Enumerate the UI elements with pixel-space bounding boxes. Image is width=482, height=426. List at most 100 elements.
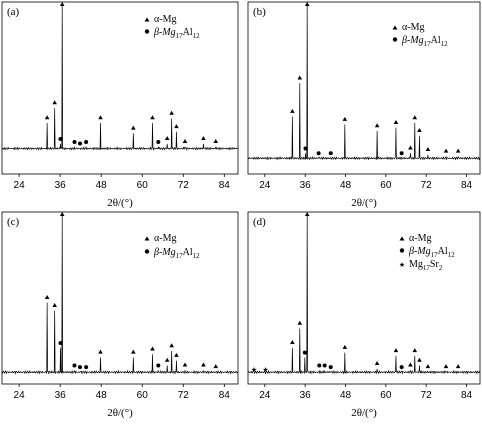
panel-d-alpha-mg-marker (408, 362, 413, 367)
panel-b-xrd-trace (247, 3, 481, 161)
panel-d-x-tick-label: 84 (461, 390, 473, 401)
panel-a-x-tick-label: 72 (178, 180, 190, 191)
panel-c-beta-phase-marker (72, 363, 77, 368)
legend-alpha-marker (399, 236, 405, 241)
panel-a-legend: α-Mg β-Mg17Al12 (144, 14, 200, 40)
panel-c-alpha-mg-marker (52, 302, 57, 307)
panel-b-alpha-mg-marker (408, 145, 413, 150)
panel-a-xrd-trace (1, 3, 238, 151)
panel-b-alpha-mg-marker (297, 75, 303, 80)
panel-d-alpha-mg-marker (412, 348, 418, 353)
panel-c-alpha-mg-marker (98, 349, 103, 354)
panel-c-frame (1, 211, 239, 385)
legend-alpha-marker (144, 17, 150, 22)
panel-a-x-axis-label: 2θ/(°) (107, 197, 133, 209)
panel-b-legend: α-Mg β-Mg17Al12 (392, 22, 448, 48)
panel-d-alpha-mg-marker (443, 364, 449, 369)
panel-d-alpha-mg-marker (425, 364, 431, 369)
legend-beta-label: β-Mg17Al12 (153, 27, 200, 40)
legend-beta-label: β-Mg17Al12 (401, 35, 448, 48)
panel-a-beta-phase-marker (72, 140, 77, 145)
panel-b-beta-phase-marker (303, 146, 308, 151)
panel-a-alpha-mg-marker (131, 125, 136, 130)
panel-a-x-tick-label: 84 (219, 180, 231, 191)
panel-c-x-tick-label: 36 (55, 390, 67, 401)
panel-d-legend: α-Mg β-Mg17Al12 ★ Mg17Sr2 (399, 233, 455, 272)
panel-b-x-tick-label: 48 (340, 180, 352, 191)
panel-c-alpha-mg-marker (182, 362, 188, 367)
panel-d-label: (d) (253, 216, 266, 228)
panel-b-x-tick-label: 60 (380, 180, 392, 191)
panel-c: (c) α-Mg β-Mg17Al12 24 36 48 60 72 84 (1, 211, 239, 401)
legend-sr-marker: ★ (399, 261, 405, 269)
panel-d-xrd-trace (247, 215, 481, 375)
panel-b-x-tick-label: 24 (259, 180, 271, 191)
panel-a-alpha-mg-marker (52, 100, 57, 105)
panel-a-alpha-mg-marker (169, 110, 174, 115)
panel-c-beta-phase-marker (58, 341, 63, 346)
panel-a: (a) α-Mg β-Mg17Al12 24 36 48 60 72 84 (1, 1, 239, 191)
legend-beta-marker (144, 249, 150, 254)
panel-c-alpha-mg-marker (213, 364, 219, 369)
panel-b-x-axis-label: 2θ/(°) (351, 197, 377, 209)
panel-a-alpha-mg-marker (59, 2, 65, 6)
panel-b-x-tick-label: 84 (461, 180, 473, 191)
panel-a-x-tick-label: 24 (14, 180, 26, 191)
panel-b-alpha-mg-marker (374, 123, 380, 128)
panel-a-alpha-mg-marker (201, 136, 206, 141)
panel-b-label: (b) (253, 6, 266, 18)
panel-a-alpha-mg-marker (164, 136, 170, 141)
panel-b: (b) α-Mg β-Mg17Al12 24 36 48 60 72 84 (247, 1, 481, 191)
panel-a-alpha-mg-marker (98, 115, 103, 120)
panel-b-beta-phase-marker (328, 151, 333, 156)
legend-beta-marker (399, 248, 405, 253)
panel-b-x-tick-label: 36 (300, 180, 312, 191)
panel-b-alpha-mg-marker (417, 127, 422, 132)
legend-beta-label: β-Mg17Al12 (408, 246, 455, 259)
panel-c-alpha-mg-marker (59, 212, 65, 216)
panel-c-x-tick-label: 84 (219, 390, 231, 401)
panel-d-alpha-mg-marker (297, 320, 303, 325)
panel-a-beta-phase-marker (156, 140, 161, 145)
panel-b-beta-phase-marker (316, 151, 321, 156)
legend-alpha-marker (392, 25, 398, 30)
panel-c-x-tick-label: 60 (137, 390, 149, 401)
legend-beta-marker (392, 37, 398, 42)
panel-c-beta-phase-marker (156, 363, 161, 368)
panel-a-alpha-mg-marker (182, 139, 188, 144)
panel-c-alpha-mg-marker (169, 343, 174, 348)
panel-a-alpha-mg-marker (150, 115, 155, 120)
panel-b-alpha-mg-marker (425, 147, 431, 152)
panel-d-alpha-mg-marker (290, 340, 295, 345)
legend-beta-label: β-Mg17Al12 (153, 247, 200, 260)
panel-a-alpha-mg-marker (213, 139, 219, 144)
panel-c-xrd-trace (1, 215, 239, 375)
panel-c-beta-phase-marker (77, 365, 82, 370)
panel-c-beta-phase-marker (84, 365, 89, 370)
legend-alpha-label: α-Mg (409, 233, 431, 244)
panel-b-alpha-mg-marker (443, 148, 449, 153)
panel-a-beta-phase-marker (58, 137, 63, 142)
panel-d-x-tick-label: 60 (380, 390, 392, 401)
legend-alpha-label: α-Mg (154, 233, 176, 244)
panel-d-beta-phase-marker (317, 363, 322, 368)
panel-a-frame (1, 1, 239, 175)
panel-a-beta-phase-marker (77, 141, 82, 146)
panel-d-x-tick-label: 24 (259, 390, 271, 401)
panel-d-beta-phase-marker (399, 365, 404, 370)
panel-d-mg17sr2-marker: ★ (262, 366, 268, 374)
panel-d-x-tick-label: 36 (300, 390, 312, 401)
panel-c-x-tick-label: 24 (14, 390, 26, 401)
panel-c-alpha-mg-marker (164, 357, 170, 362)
legend-beta-marker (144, 29, 150, 34)
panel-d-alpha-mg-marker (455, 364, 461, 369)
panel-b-alpha-mg-marker (393, 120, 399, 125)
panel-b-x-tick-label: 72 (421, 180, 433, 191)
panel-a-x-tick-label: 60 (137, 180, 149, 191)
panel-d-x-tick-label: 48 (340, 390, 352, 401)
panel-d-frame (247, 211, 481, 385)
panel-a-alpha-mg-marker (44, 115, 50, 120)
panel-b-alpha-mg-marker (342, 116, 348, 121)
panel-a-label: (a) (7, 6, 20, 18)
